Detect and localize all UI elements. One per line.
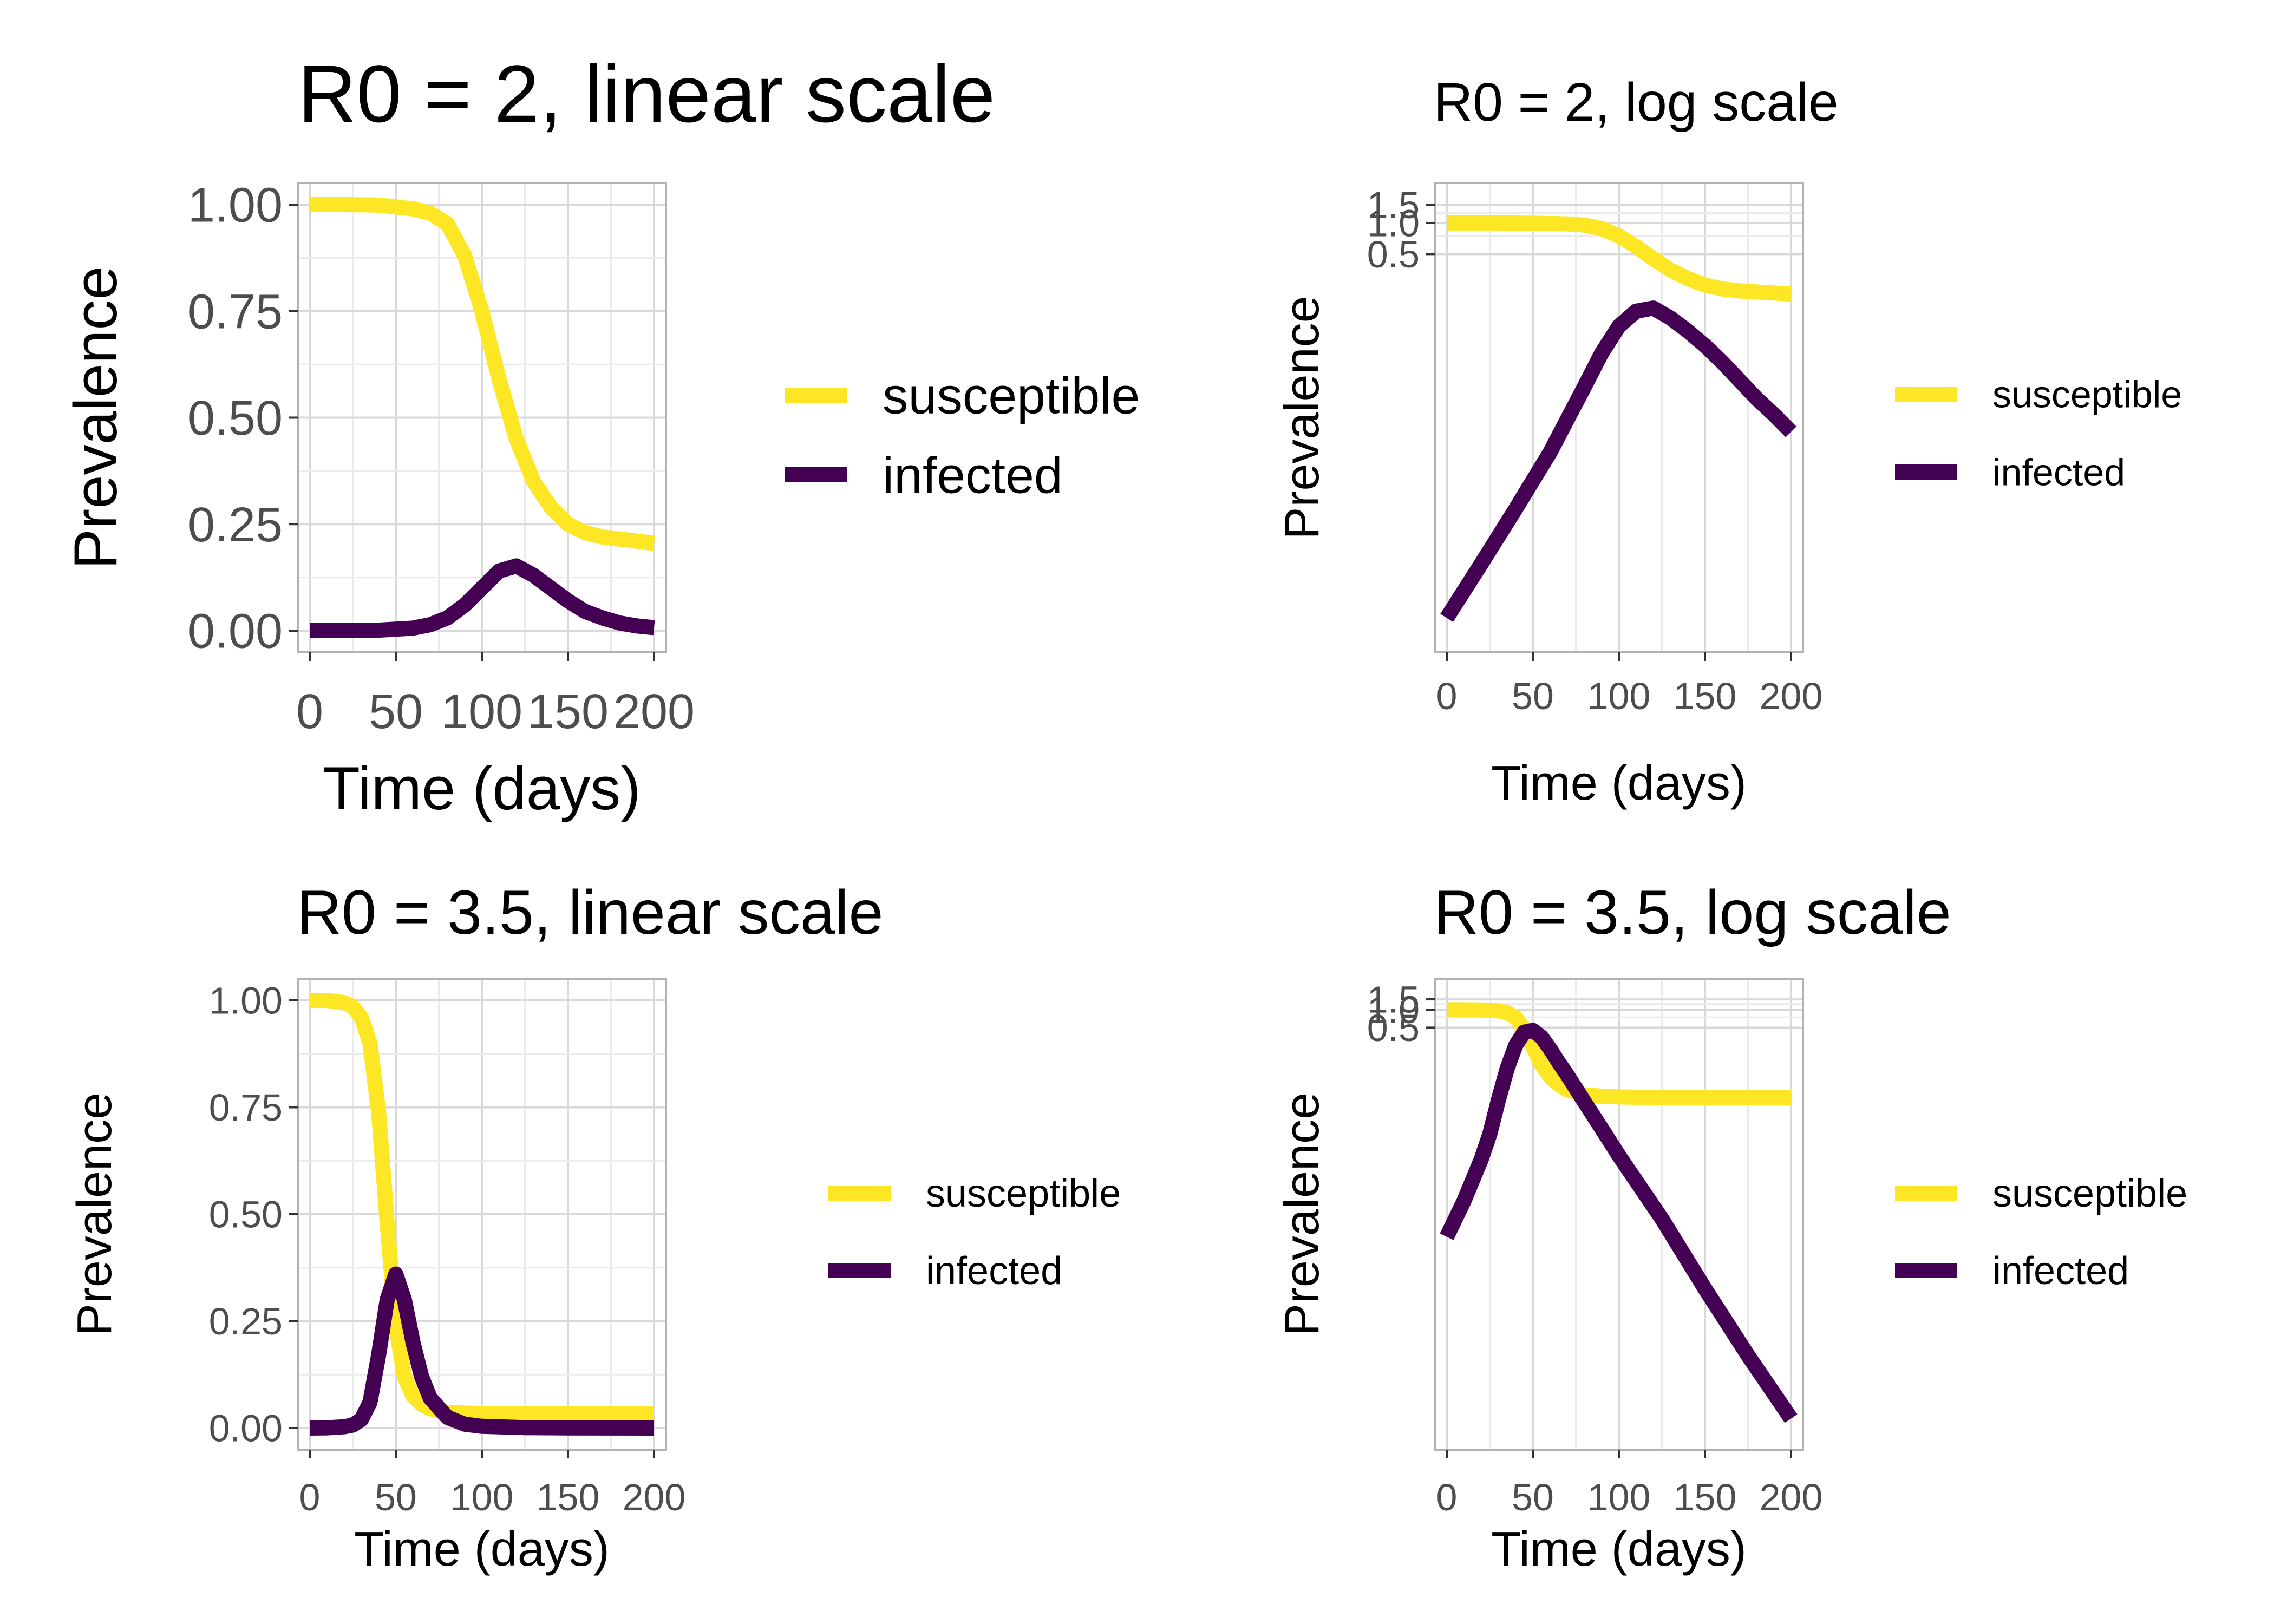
x-axis-title: Time (days) — [323, 755, 641, 822]
legend-label-infected: infected — [926, 1249, 1062, 1293]
series-line-infected — [309, 1266, 655, 1436]
chart-panel-3: 0 50 100 150 200 0.00 0.25 0.50 0.75 1.00 R0 = 3.5… — [68, 878, 1121, 1576]
y-axis-title: Prevalence — [1275, 296, 1329, 539]
x-tick-label: 200 — [613, 685, 695, 739]
x-tick-label: 200 — [623, 1476, 686, 1518]
y-tick-label: 0.25 — [188, 498, 283, 552]
y-tick-label: 0.5 — [1367, 233, 1420, 276]
y-tick-label: 0.5 — [1367, 1007, 1420, 1049]
chart-title: R0 = 2, log scale — [1434, 72, 1839, 133]
y-tick-label: 1.00 — [209, 980, 283, 1022]
chart-title: R0 = 3.5, log scale — [1434, 878, 1951, 947]
x-tick-label: 100 — [450, 1476, 514, 1518]
y-axis-title: Prevalence — [1275, 1092, 1329, 1336]
chart-title: R0 = 3.5, linear scale — [297, 878, 884, 947]
series-line-susceptible — [310, 197, 655, 551]
x-tick-label: 0 — [1436, 675, 1458, 717]
y-tick-label: 0.00 — [188, 605, 283, 659]
y-axis-title: Prevalence — [68, 1092, 122, 1336]
y-tick-label: 1.5 — [1367, 184, 1420, 226]
series-line-infected — [309, 558, 655, 638]
legend: susceptible infected — [785, 367, 1140, 504]
legend-label-susceptible: susceptible — [926, 1172, 1121, 1215]
legend-label-susceptible: susceptible — [883, 367, 1140, 424]
x-tick-label: 50 — [369, 685, 423, 739]
y-tick-label: 0.75 — [209, 1086, 283, 1129]
x-tick-label: 150 — [1674, 1476, 1737, 1518]
legend: susceptible infected — [1895, 374, 2182, 494]
series-line-susceptible — [1447, 1002, 1791, 1105]
legend: susceptible infected — [828, 1172, 1121, 1293]
x-tick-label: 0 — [1436, 1476, 1458, 1518]
x-axis-title: Time (days) — [1491, 1522, 1747, 1576]
y-axis-title: Prevalence — [62, 266, 129, 569]
y-tick-label: 1.0 — [1367, 989, 1420, 1031]
x-axis-title: Time (days) — [1491, 756, 1747, 810]
x-tick-label: 150 — [537, 1476, 600, 1518]
x-tick-label: 200 — [1760, 675, 1823, 717]
series-line-infected — [1440, 1023, 1798, 1423]
series-line-susceptible — [310, 993, 654, 1422]
y-tick-label: 0.25 — [209, 1300, 283, 1343]
chart-panel-2: 0 50 100 150 200 0.51.01.5 R0 = 2, log scale Ti… — [1275, 72, 2182, 810]
legend-label-susceptible: susceptible — [1992, 1172, 2187, 1215]
x-tick-label: 200 — [1760, 1476, 1823, 1518]
y-tick-label: 0.50 — [188, 391, 283, 446]
legend-label-infected: infected — [1992, 1249, 2129, 1293]
x-axis-title: Time (days) — [354, 1522, 610, 1576]
series-line-infected — [1440, 300, 1796, 623]
x-tick-label: 50 — [1512, 675, 1554, 717]
legend-label-susceptible: susceptible — [1992, 374, 2182, 416]
x-tick-label: 150 — [1674, 675, 1737, 717]
y-tick-label: 0.75 — [188, 285, 283, 339]
x-tick-label: 100 — [1587, 675, 1651, 717]
x-tick-label: 0 — [299, 1476, 321, 1518]
x-tick-label: 100 — [1587, 1476, 1651, 1518]
chart-title: R0 = 2, linear scale — [298, 48, 995, 139]
y-tick-label: 0.50 — [209, 1194, 283, 1236]
chart-panel-4: 0 50 100 150 200 0.51.01.5 R0 = 3.5, log scale… — [1275, 878, 2187, 1576]
legend: susceptible infected — [1895, 1172, 2187, 1293]
x-tick-label: 150 — [527, 685, 609, 739]
x-tick-label: 50 — [375, 1476, 417, 1518]
y-tick-label: 0.00 — [209, 1407, 283, 1450]
x-tick-label: 0 — [296, 685, 323, 739]
x-tick-label: 100 — [441, 685, 522, 739]
y-tick-label: 1.0 — [1367, 202, 1420, 244]
y-tick-label: 1.00 — [188, 179, 283, 233]
chart-panel-1: 0 50 100 150 200 0.00 0.25 0.50 0.75 1.00 R0 = 2, … — [62, 48, 1140, 822]
x-tick-label: 50 — [1512, 1476, 1554, 1518]
series-line-susceptible — [1447, 215, 1792, 302]
y-tick-label: 1.5 — [1367, 979, 1420, 1021]
legend-label-infected: infected — [1992, 451, 2125, 494]
legend-label-infected: infected — [883, 447, 1063, 504]
